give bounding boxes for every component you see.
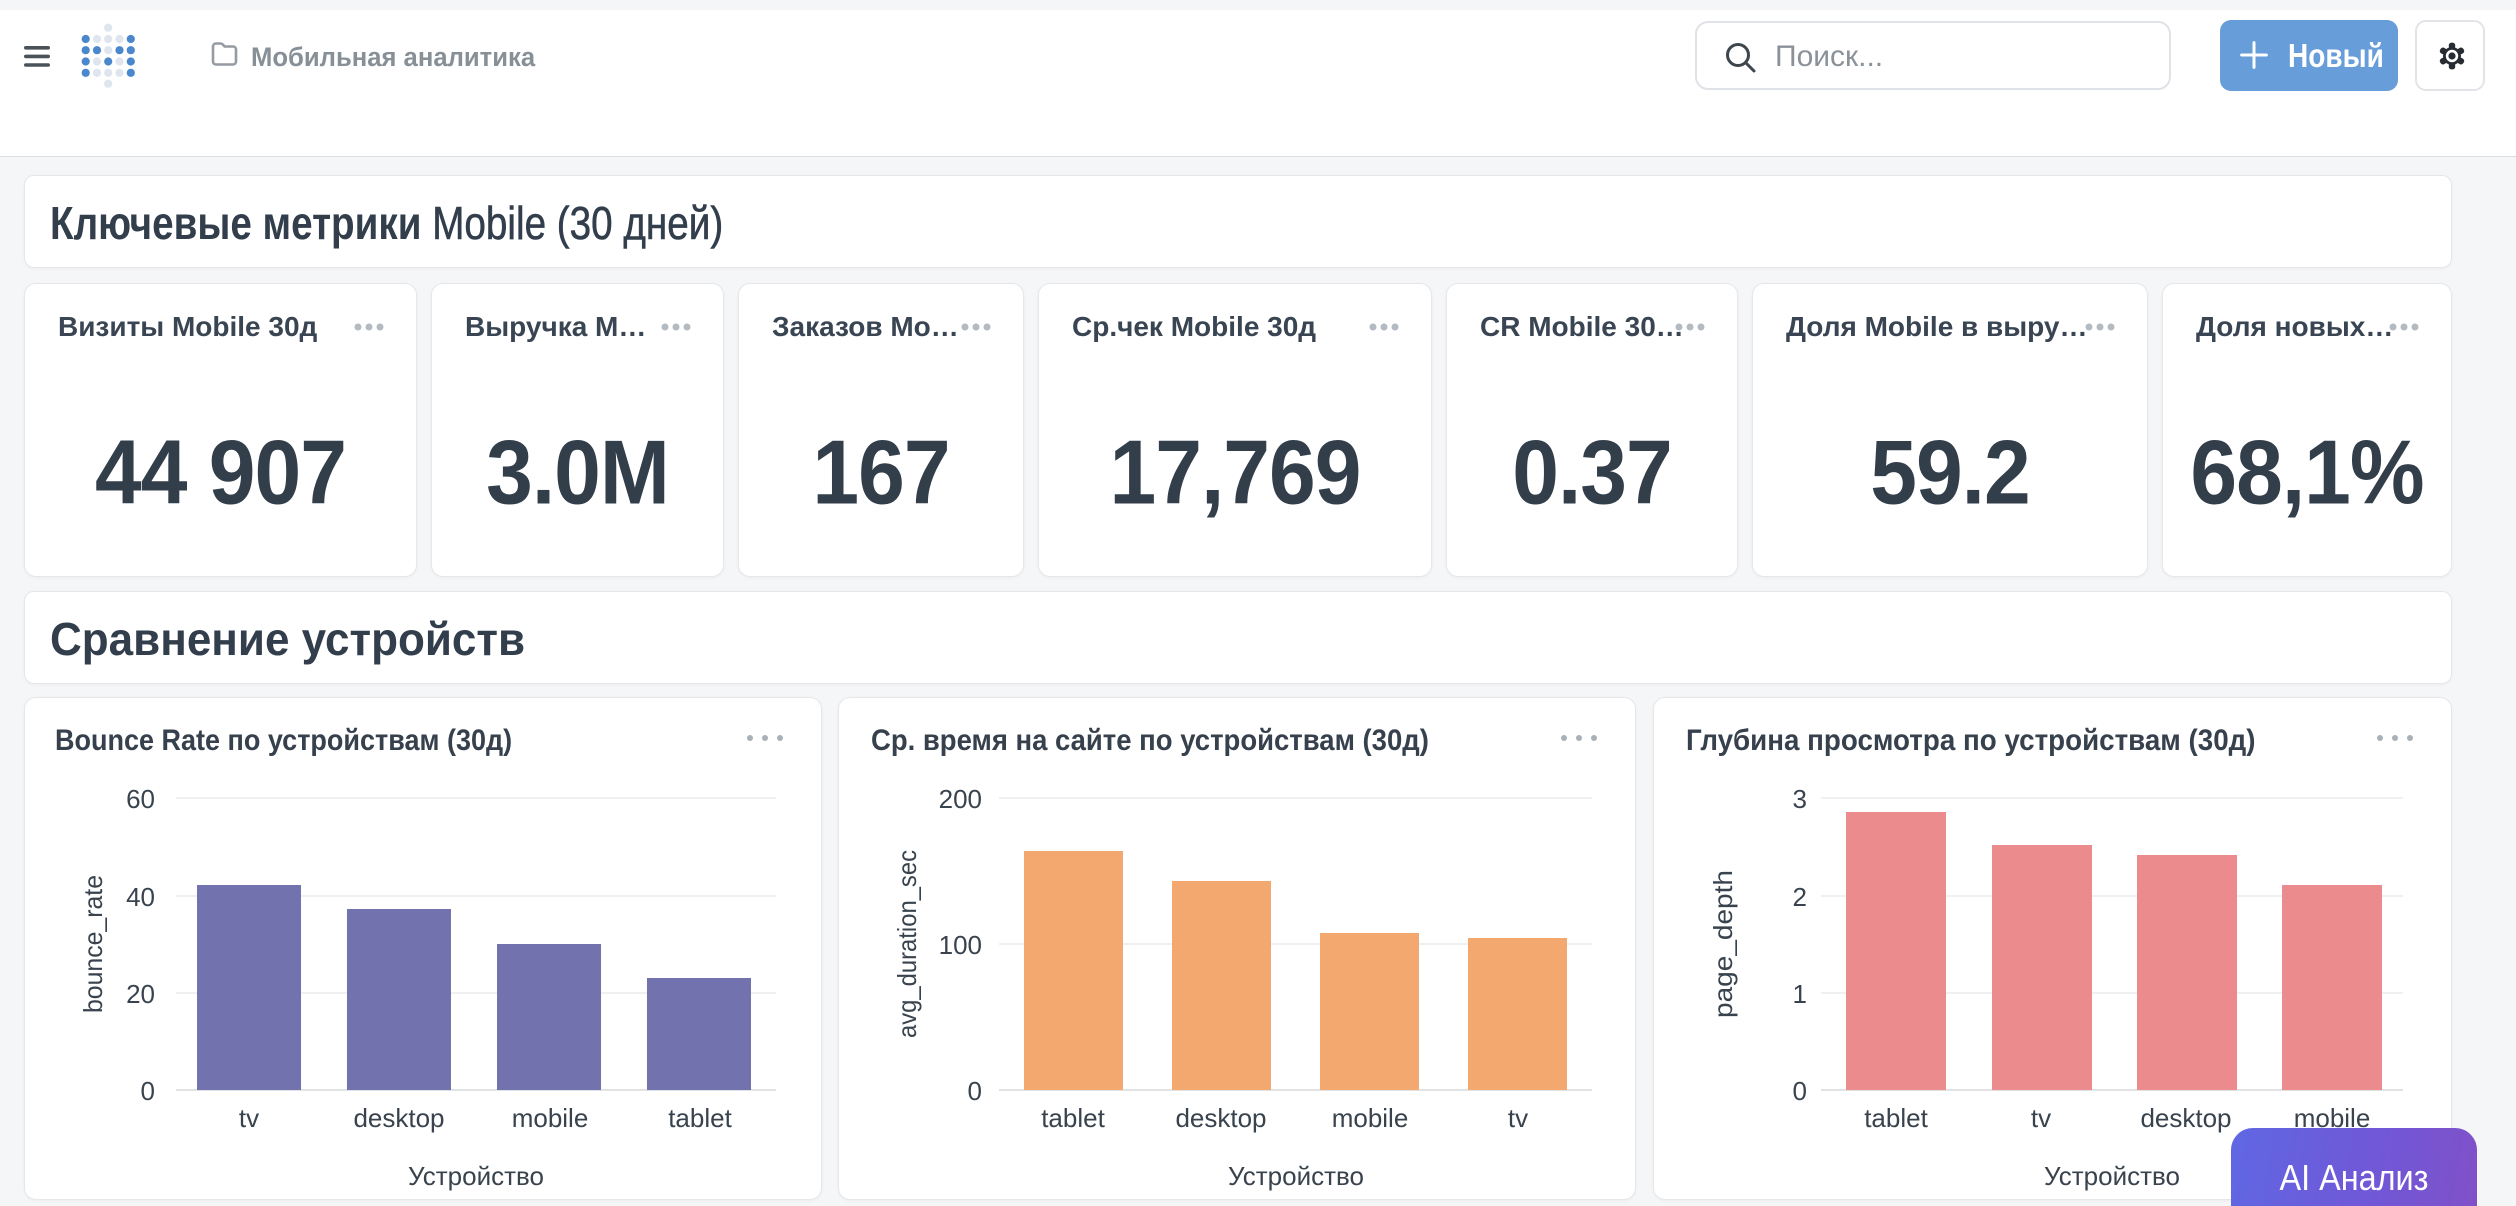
svg-text:1: 1 (1793, 979, 1807, 1009)
svg-text:0: 0 (141, 1076, 155, 1106)
svg-text:mobile: mobile (512, 1103, 589, 1133)
svg-text:200: 200 (939, 784, 982, 814)
svg-text:tablet: tablet (1864, 1103, 1928, 1133)
svg-text:Устройство: Устройство (408, 1161, 544, 1191)
svg-text:60: 60 (126, 784, 155, 814)
svg-text:tv: tv (2031, 1103, 2051, 1133)
svg-text:bounce_rate: bounce_rate (78, 875, 108, 1013)
svg-text:3: 3 (1793, 784, 1807, 814)
svg-text:tablet: tablet (668, 1103, 732, 1133)
svg-text:Устройство: Устройство (2044, 1161, 2180, 1191)
svg-text:Устройство: Устройство (1228, 1161, 1364, 1191)
svg-text:20: 20 (126, 979, 155, 1009)
svg-text:tv: tv (1508, 1103, 1528, 1133)
svg-text:desktop: desktop (1175, 1103, 1266, 1133)
svg-text:mobile: mobile (1332, 1103, 1409, 1133)
svg-text:2: 2 (1793, 882, 1807, 912)
svg-text:40: 40 (126, 882, 155, 912)
svg-text:desktop: desktop (2140, 1103, 2231, 1133)
svg-text:0: 0 (968, 1076, 982, 1106)
svg-text:tablet: tablet (1041, 1103, 1105, 1133)
svg-text:tv: tv (239, 1103, 259, 1133)
svg-text:avg_duration_sec: avg_duration_sec (892, 850, 922, 1038)
svg-text:desktop: desktop (353, 1103, 444, 1133)
svg-text:0: 0 (1793, 1076, 1807, 1106)
svg-text:100: 100 (939, 930, 982, 960)
svg-text:page_depth: page_depth (1708, 870, 1738, 1018)
